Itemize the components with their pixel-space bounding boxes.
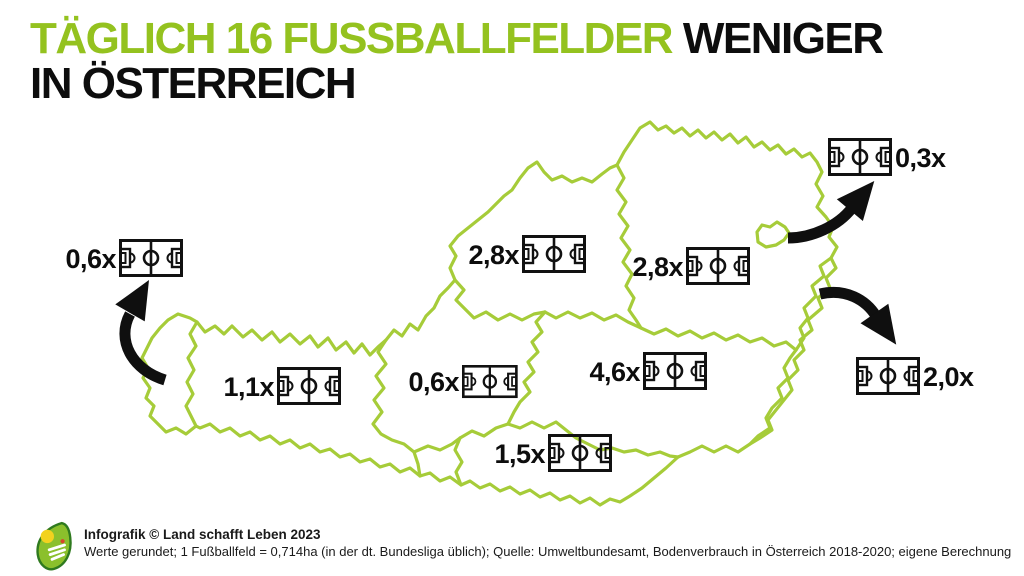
border-oberoesterreich-niederoesterreich — [615, 163, 643, 330]
multiplier-label-oberoesterreich: 2,8x — [468, 240, 519, 270]
footer-text: Infografik © Land schafft Leben 2023 Wer… — [84, 520, 1011, 560]
border-oberoesterreich-steiermark — [543, 310, 643, 330]
arrow-head-icon — [860, 303, 897, 345]
border-steiermark-burgenland — [748, 348, 798, 446]
football-field-icon-vorarlberg — [119, 239, 183, 277]
multiplier-label-vorarlberg: 0,6x — [65, 244, 116, 274]
arrow-wien — [787, 181, 875, 244]
arrow-head-icon — [836, 181, 875, 222]
land-schafft-leben-leaf-icon — [36, 521, 72, 571]
border-steiermark-niederoesterreich — [639, 326, 798, 352]
title-line1-black: WENIGER — [682, 14, 884, 63]
title-line2: IN ÖSTERREICH — [30, 59, 357, 108]
border-vorarlberg-tirol — [184, 320, 199, 428]
multiplier-label-burgenland: 2,0x — [923, 362, 974, 392]
border-niederoesterreich-burgenland — [794, 256, 833, 352]
multiplier-label-wien: 0,3x — [895, 143, 946, 173]
border-tirol-salzburg — [371, 338, 422, 478]
border-kaernten-steiermark — [506, 420, 680, 459]
footer-source: Werte gerundet; 1 Fußballfeld = 0,714ha … — [84, 544, 1012, 559]
multiplier-label-niederoesterreich: 2,8x — [632, 252, 683, 282]
multiplier-label-tirol: 1,1x — [223, 372, 274, 402]
multiplier-label-steiermark: 4,6x — [589, 357, 640, 387]
border-salzburg-kaernten — [458, 422, 510, 440]
footer-credit: Infografik © Land schafft Leben 2023 — [84, 527, 321, 542]
border-osttirol-salzburg — [412, 436, 462, 454]
multiplier-label-salzburg: 0,6x — [408, 367, 459, 397]
arrow-vorarlberg — [115, 280, 167, 386]
title-line1-green: TÄGLICH 16 FUSSBALLFELDER — [30, 14, 674, 63]
arrow-burgenland — [818, 287, 897, 345]
football-field-icon-burgenland — [856, 357, 920, 395]
border-salzburg-oberoesterreich — [453, 278, 547, 322]
page-title: TÄGLICH 16 FUSSBALLFELDER WENIGER IN ÖST… — [30, 14, 884, 108]
border-salzburg-steiermark — [506, 310, 547, 426]
football-field-icon-wien — [828, 138, 892, 176]
footer: Infografik © Land schafft Leben 2023 Wer… — [33, 520, 1011, 572]
multiplier-label-kaernten: 1,5x — [494, 439, 545, 469]
border-osttirol-kaernten — [453, 436, 464, 487]
arrow-head-icon — [115, 280, 149, 322]
